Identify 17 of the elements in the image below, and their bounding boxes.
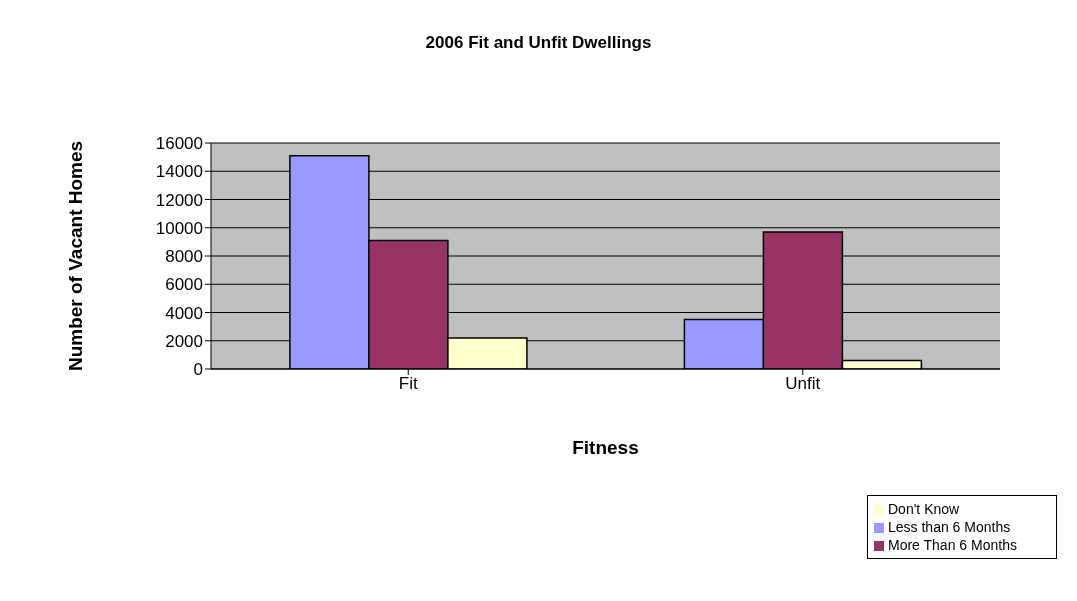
- y-axis-title: Number of Vacant Homes: [64, 140, 86, 372]
- legend-label: More Than 6 Months: [888, 537, 1017, 553]
- legend-label: Don't Know: [888, 501, 960, 517]
- y-tick-label: 4000: [165, 303, 203, 323]
- legend-label: Less than 6 Months: [888, 519, 1011, 535]
- y-tick-label: 10000: [155, 218, 203, 238]
- x-axis-title: Fitness: [572, 437, 639, 459]
- y-tick-label: 12000: [155, 190, 203, 210]
- x-tick-label: Unfit: [785, 374, 821, 394]
- y-tick-label: 16000: [155, 134, 203, 154]
- y-tick-label: 8000: [165, 247, 203, 267]
- y-tick-label: 0: [193, 360, 203, 380]
- chart-title: 2006 Fit and Unfit Dwellings: [424, 33, 653, 53]
- y-tick-label: 6000: [165, 275, 203, 295]
- y-tick-label: 2000: [165, 331, 203, 351]
- y-tick-label: 14000: [155, 162, 203, 182]
- x-tick-label: Fit: [398, 374, 418, 394]
